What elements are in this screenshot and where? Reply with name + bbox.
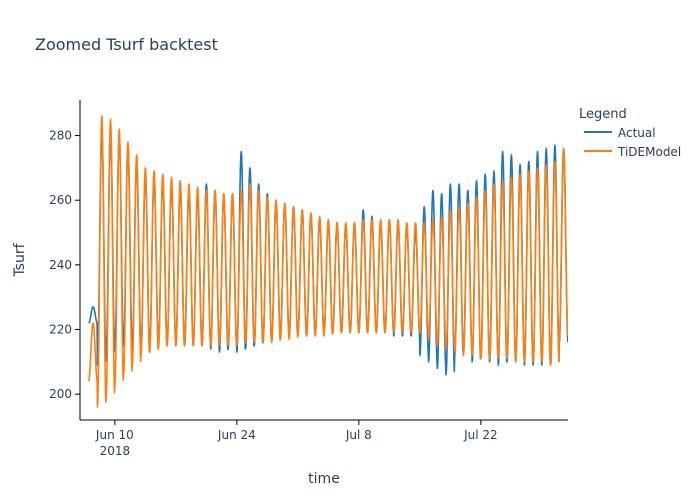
- y-tick-label: 260: [49, 193, 72, 207]
- legend-item-actual[interactable]: Actual: [584, 126, 656, 140]
- y-tick-group: 200 220 240 260 280: [49, 129, 80, 401]
- x-tick-label: Jul 8: [345, 428, 372, 442]
- legend-title: Legend: [579, 107, 627, 122]
- x-tick-label: Jun 10: [95, 428, 134, 442]
- series-layer: [87, 115, 568, 408]
- y-axis-title: Tsurf: [12, 242, 28, 277]
- legend-label-actual: Actual: [618, 126, 656, 140]
- x-tick-group: Jun 10 2018 Jun 24 Jul 8 Jul 22: [95, 420, 498, 458]
- x-tick-year-label: 2018: [100, 444, 131, 458]
- x-tick-label: Jun 24: [217, 428, 256, 442]
- chart-title: Zoomed Tsurf backtest: [35, 35, 218, 54]
- y-tick-label: 240: [49, 258, 72, 272]
- legend-label-tide: TiDEModel: [617, 145, 681, 159]
- y-tick-label: 220: [49, 322, 72, 336]
- x-axis-title: time: [308, 471, 340, 487]
- series-line-tide[interactable]: [87, 115, 568, 408]
- x-tick-label: Jul 22: [463, 428, 498, 442]
- legend: Legend Actual TiDEModel: [579, 107, 681, 159]
- y-tick-label: 200: [49, 387, 72, 401]
- y-tick-label: 280: [49, 129, 72, 143]
- legend-item-tide[interactable]: TiDEModel: [584, 145, 681, 159]
